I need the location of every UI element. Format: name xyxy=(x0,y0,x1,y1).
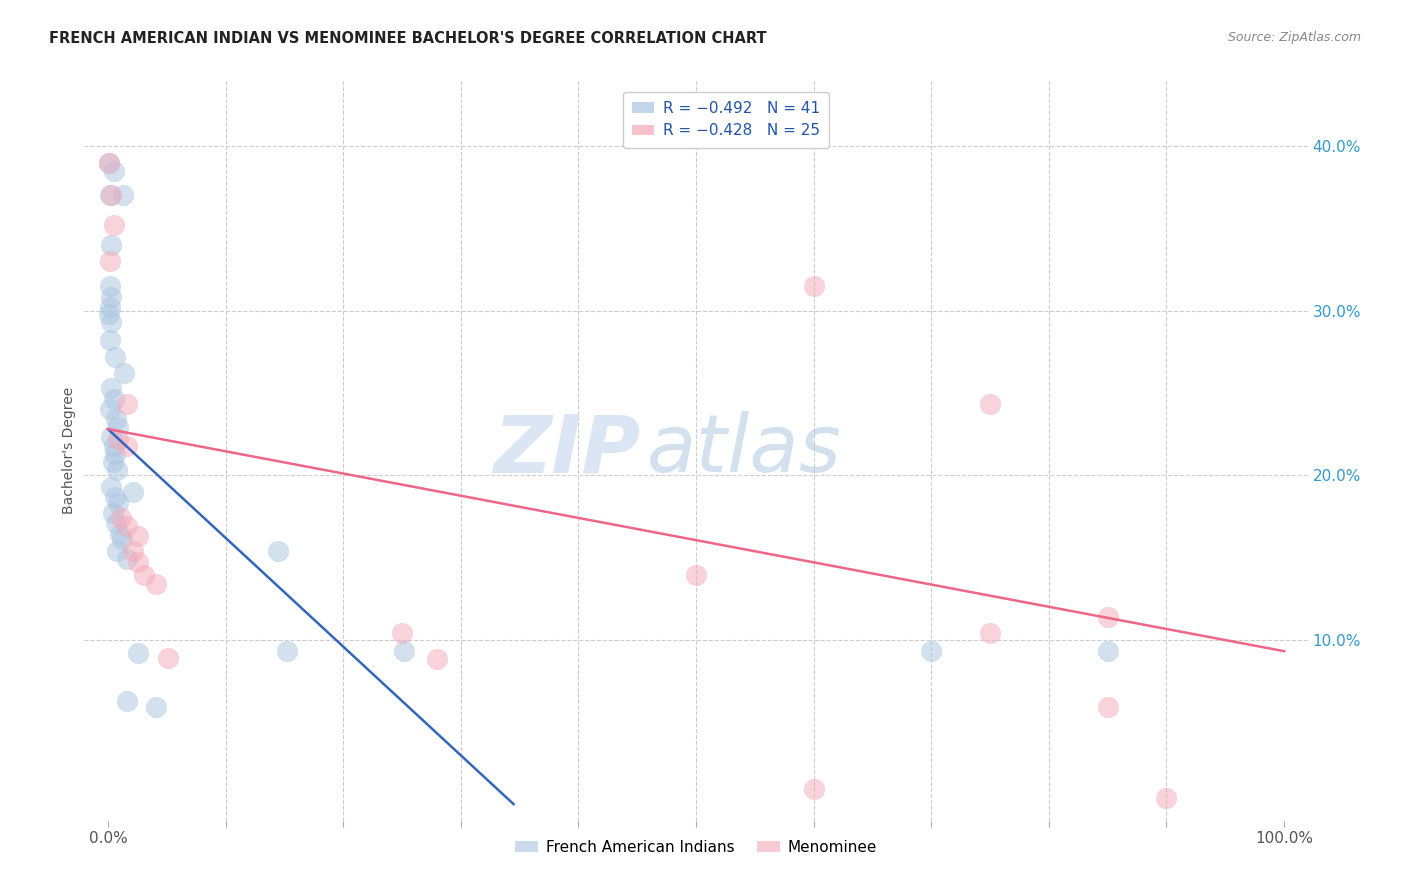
Point xyxy=(920,644,942,658)
Point xyxy=(105,463,128,477)
Point xyxy=(107,420,129,434)
Point xyxy=(1097,609,1119,624)
Point xyxy=(98,333,121,347)
Point xyxy=(101,506,124,520)
Text: FRENCH AMERICAN INDIAN VS MENOMINEE BACHELOR'S DEGREE CORRELATION CHART: FRENCH AMERICAN INDIAN VS MENOMINEE BACH… xyxy=(49,31,766,46)
Point xyxy=(100,480,122,494)
Point xyxy=(103,163,125,178)
Point xyxy=(105,544,128,558)
Point xyxy=(100,381,122,395)
Point xyxy=(685,568,707,582)
Point xyxy=(112,366,135,380)
Point xyxy=(103,438,125,452)
Point xyxy=(803,782,825,797)
Point xyxy=(100,315,122,329)
Point xyxy=(979,626,1001,640)
Point xyxy=(121,544,143,558)
Point xyxy=(107,432,129,446)
Point xyxy=(98,254,121,268)
Point xyxy=(276,644,298,658)
Point xyxy=(134,568,156,582)
Point xyxy=(979,397,1001,411)
Point xyxy=(391,626,413,640)
Text: atlas: atlas xyxy=(647,411,842,490)
Point xyxy=(1156,790,1178,805)
Point xyxy=(115,552,138,566)
Point xyxy=(98,279,121,293)
Point xyxy=(803,279,825,293)
Point xyxy=(105,516,128,530)
Point xyxy=(98,307,121,321)
Point xyxy=(115,693,138,707)
Point xyxy=(127,555,149,569)
Point xyxy=(145,576,167,591)
Text: Source: ZipAtlas.com: Source: ZipAtlas.com xyxy=(1227,31,1361,45)
Legend: French American Indians, Menominee: French American Indians, Menominee xyxy=(509,834,883,861)
Point xyxy=(394,644,416,658)
Point xyxy=(127,529,149,543)
Point xyxy=(108,527,131,541)
Point xyxy=(98,155,121,169)
Point xyxy=(115,519,138,533)
Point xyxy=(1097,700,1119,714)
Point xyxy=(1097,644,1119,658)
Point xyxy=(107,496,129,510)
Point xyxy=(267,544,290,558)
Point xyxy=(101,455,124,469)
Y-axis label: Bachelor's Degree: Bachelor's Degree xyxy=(62,387,76,514)
Point xyxy=(115,438,138,452)
Point xyxy=(426,652,449,666)
Point xyxy=(103,392,125,407)
Point xyxy=(98,188,121,202)
Point xyxy=(105,412,128,426)
Point xyxy=(104,447,127,461)
Point xyxy=(104,490,127,504)
Point xyxy=(110,511,132,525)
Point xyxy=(104,350,127,364)
Point xyxy=(121,484,143,499)
Point xyxy=(100,188,122,202)
Point xyxy=(156,650,179,665)
Point xyxy=(98,155,121,169)
Point xyxy=(111,533,134,547)
Point xyxy=(100,237,122,252)
Point xyxy=(98,301,121,315)
Point xyxy=(100,290,122,304)
Point xyxy=(103,218,125,232)
Text: ZIP: ZIP xyxy=(494,411,641,490)
Point xyxy=(112,188,135,202)
Point xyxy=(115,397,138,411)
Point xyxy=(100,430,122,444)
Point xyxy=(98,402,121,417)
Point xyxy=(145,700,167,714)
Point xyxy=(127,646,149,660)
